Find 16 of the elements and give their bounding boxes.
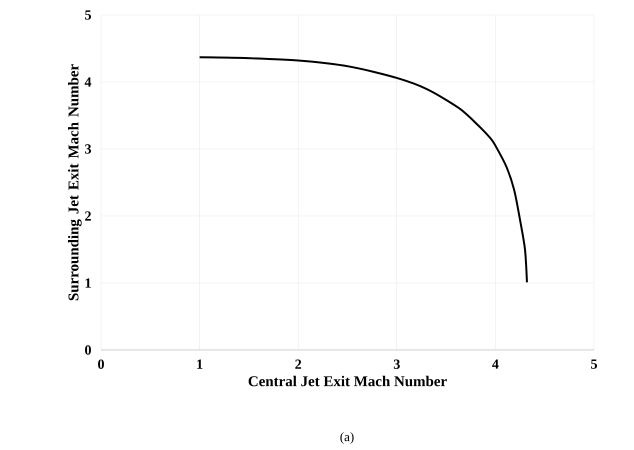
x-tick-label: 2 <box>295 360 302 369</box>
line-series <box>198 56 528 284</box>
x-tick-label: 1 <box>197 359 202 369</box>
y-tick-label: 0 <box>85 345 91 355</box>
text: (a) <box>340 432 354 444</box>
y-tick-label: 3 <box>85 144 92 154</box>
x-tick-label: 3 <box>394 360 400 369</box>
y-axis-title: Surrounding Jet Exit Mach Number <box>68 64 82 300</box>
x-tick-label: 4 <box>492 359 499 369</box>
x-tick-label: 0 <box>98 360 104 369</box>
x-axis-title: Central Jet Exit Mach Number <box>248 376 447 386</box>
x-tick-label: 5 <box>591 359 597 369</box>
y-tick-label: 5 <box>85 10 91 20</box>
y-tick-label: 1 <box>86 278 91 288</box>
y-tick-label: 4 <box>84 77 92 87</box>
y-tick-label: 2 <box>85 211 91 221</box>
